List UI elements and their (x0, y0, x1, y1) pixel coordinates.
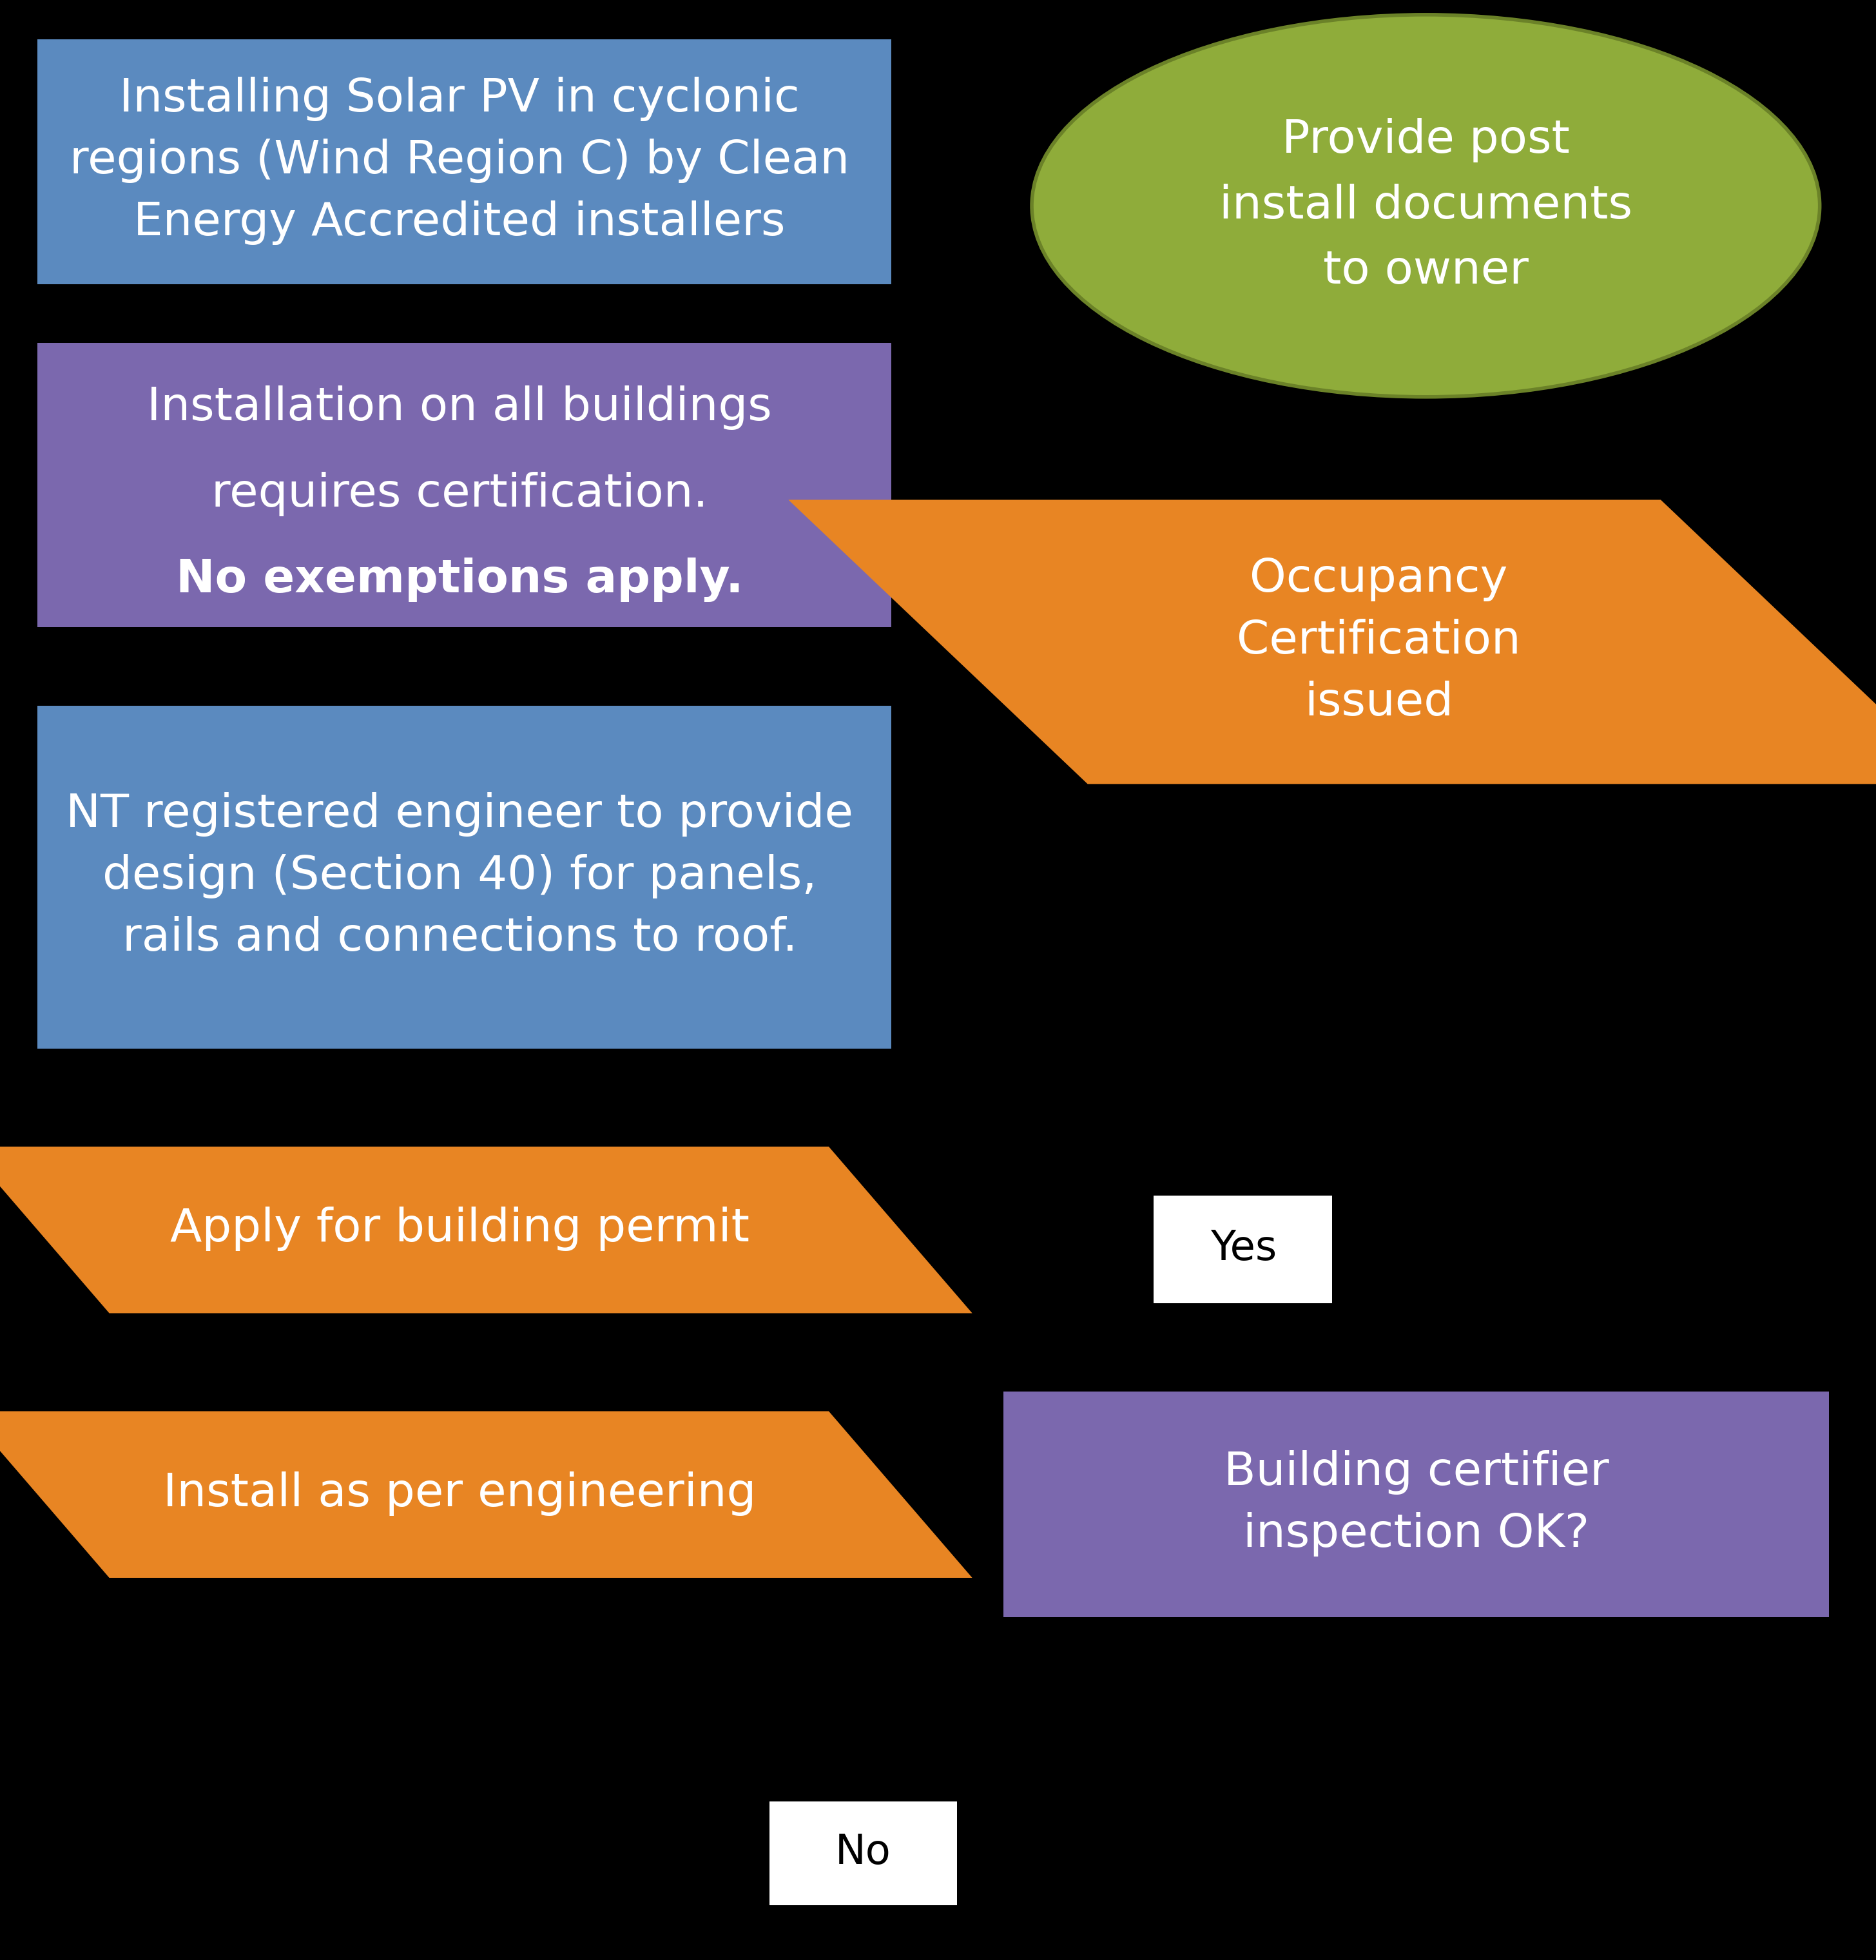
Text: Installation on all buildings: Installation on all buildings (146, 386, 773, 429)
Text: Yes: Yes (1210, 1229, 1278, 1268)
FancyBboxPatch shape (1004, 1392, 1829, 1617)
Text: Install as per engineering: Install as per engineering (163, 1472, 756, 1515)
FancyBboxPatch shape (38, 343, 891, 627)
Text: Occupancy
Certification
issued: Occupancy Certification issued (1236, 557, 1521, 725)
Text: No: No (835, 1833, 891, 1872)
FancyBboxPatch shape (1154, 1196, 1332, 1303)
Polygon shape (788, 500, 1876, 784)
Text: No exemptions apply.: No exemptions apply. (176, 557, 743, 602)
Text: NT registered engineer to provide
design (Section 40) for panels,
rails and conn: NT registered engineer to provide design… (66, 792, 854, 960)
FancyBboxPatch shape (38, 706, 891, 1049)
Text: Building certifier
inspection OK?: Building certifier inspection OK? (1223, 1450, 1610, 1556)
FancyBboxPatch shape (769, 1801, 957, 1905)
Text: Apply for building permit: Apply for building permit (171, 1207, 749, 1250)
FancyBboxPatch shape (38, 39, 891, 284)
Polygon shape (0, 1147, 972, 1313)
Text: Installing Solar PV in cyclonic
regions (Wind Region C) by Clean
Energy Accredit: Installing Solar PV in cyclonic regions … (69, 76, 850, 245)
Polygon shape (0, 1411, 972, 1578)
Text: Provide post
install documents
to owner: Provide post install documents to owner (1219, 118, 1632, 294)
Ellipse shape (1032, 14, 1820, 396)
Text: requires certification.: requires certification. (212, 472, 707, 515)
